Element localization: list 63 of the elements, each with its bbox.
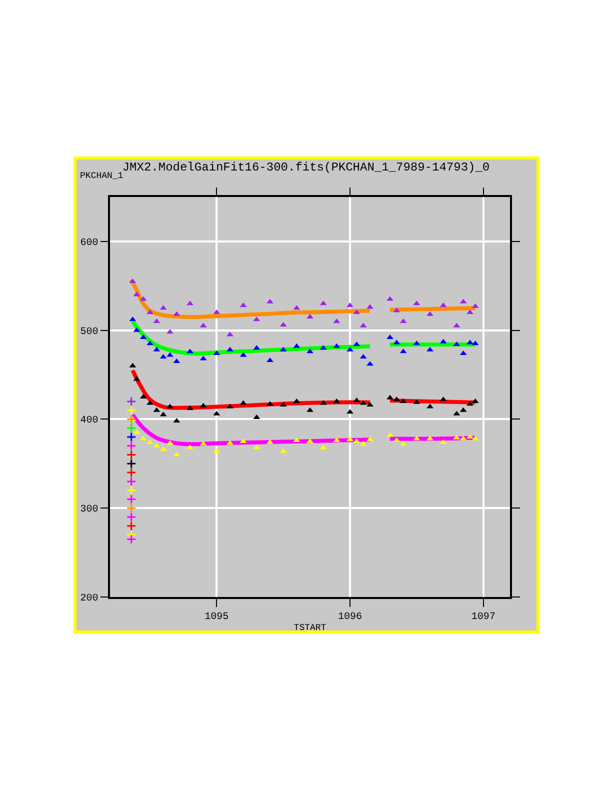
y-tick-label: 200 — [80, 594, 98, 604]
chart-title: JMX2.ModelGainFit16-300.fits(PKCHAN_1_7989-14793)_0 — [122, 160, 490, 174]
point — [126, 520, 136, 531]
point — [266, 358, 274, 362]
point — [306, 438, 314, 443]
point — [386, 432, 394, 437]
point — [386, 394, 394, 400]
x-tick-label: 1096 — [338, 612, 362, 623]
point — [226, 346, 234, 352]
y-tick-label: 400 — [80, 416, 98, 427]
point — [426, 311, 434, 316]
point — [126, 423, 136, 434]
point — [126, 503, 136, 514]
x-tick-label: 1097 — [471, 612, 496, 623]
point — [346, 346, 354, 352]
point — [226, 440, 234, 445]
point — [146, 310, 154, 314]
point — [186, 444, 194, 450]
y-tick-label: 300 — [80, 504, 98, 516]
point — [126, 534, 136, 544]
point — [346, 409, 354, 414]
point — [366, 304, 374, 309]
point — [126, 512, 136, 522]
point — [126, 476, 136, 486]
point — [466, 340, 474, 344]
point — [166, 352, 174, 357]
point — [166, 329, 174, 334]
point — [466, 310, 474, 314]
point — [346, 436, 354, 442]
point — [146, 439, 154, 444]
point — [386, 296, 394, 301]
point — [126, 494, 136, 504]
point — [346, 302, 354, 307]
point — [426, 436, 434, 440]
point — [426, 346, 434, 352]
point — [126, 450, 136, 460]
point — [186, 300, 194, 306]
point — [126, 414, 136, 424]
point — [266, 439, 274, 444]
point — [386, 334, 394, 339]
point — [166, 440, 174, 445]
point — [186, 406, 194, 410]
point — [266, 401, 274, 406]
y-axis-title: PKCHAN_1 — [80, 171, 124, 181]
point — [186, 348, 194, 354]
point — [426, 404, 434, 408]
y-tick-label: 600 — [80, 238, 98, 249]
point — [226, 332, 234, 336]
point — [126, 440, 136, 451]
point — [166, 404, 174, 408]
point — [126, 468, 136, 478]
point — [266, 298, 274, 304]
point — [366, 436, 374, 442]
x-tick-label: 1095 — [204, 612, 229, 623]
x-axis-title: TSTART — [294, 623, 327, 634]
point — [466, 401, 474, 406]
point — [226, 404, 234, 408]
y-tick-label: 500 — [80, 326, 98, 338]
point — [306, 407, 314, 412]
point — [366, 361, 374, 366]
point — [306, 348, 314, 354]
point — [146, 340, 154, 346]
point — [146, 400, 154, 405]
